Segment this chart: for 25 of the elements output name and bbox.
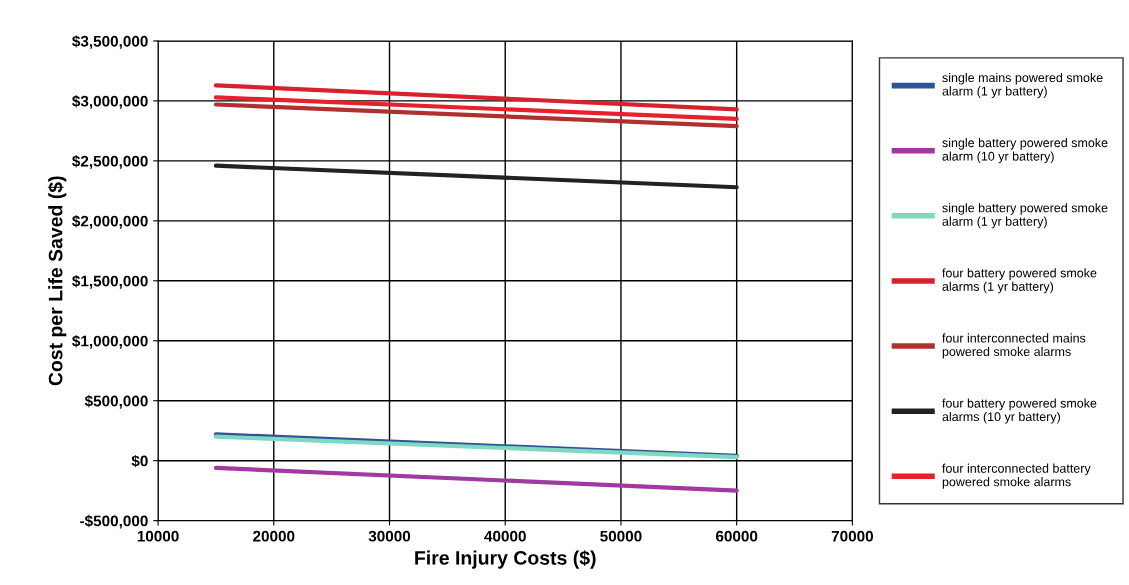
legend-label: single battery powered smoke alarm (1 yr battery) <box>942 203 1108 229</box>
x-tick-label: 70000 <box>831 530 874 542</box>
x-tick-label: 10000 <box>137 530 179 542</box>
y-tick-label: $2,000,000 <box>72 215 148 229</box>
legend-label: single mains powered smoke alarm (1 yr battery) <box>942 72 1103 99</box>
y-tick-label: $500,000 <box>84 394 148 409</box>
x-tick-label: 60000 <box>715 530 758 542</box>
x-tick-label: 50000 <box>600 530 642 542</box>
x-tick-label: 40000 <box>484 530 526 542</box>
x-axis-title: Fire Injury Costs ($) <box>415 550 596 569</box>
y-tick-label: $3,500,000 <box>72 35 148 49</box>
legend-label: four battery powered smoke alarms (1 yr battery) <box>942 268 1097 294</box>
x-tick-label: 20000 <box>253 530 295 542</box>
legend-label: four battery powered smoke alarms (10 yr battery) <box>942 398 1097 424</box>
y-tick-label: $3,000,000 <box>72 95 148 109</box>
legend-label: four interconnected mains powered smoke alarms <box>942 333 1086 359</box>
legend-label: single battery powered smoke alarm (10 yr battery) <box>942 138 1108 164</box>
legend-label: four interconnected battery powered smoke alarms <box>942 463 1091 489</box>
y-axis-title: Cost per Life Saved ($) <box>47 176 67 386</box>
y-tick-label: $2,500,000 <box>72 155 148 169</box>
y-tick-label: $0 <box>131 454 148 468</box>
y-tick-label: -$500,000 <box>80 514 148 529</box>
x-tick-label: 30000 <box>368 530 411 542</box>
y-tick-label: $1,000,000 <box>72 334 148 349</box>
y-tick-label: $1,500,000 <box>72 275 148 289</box>
